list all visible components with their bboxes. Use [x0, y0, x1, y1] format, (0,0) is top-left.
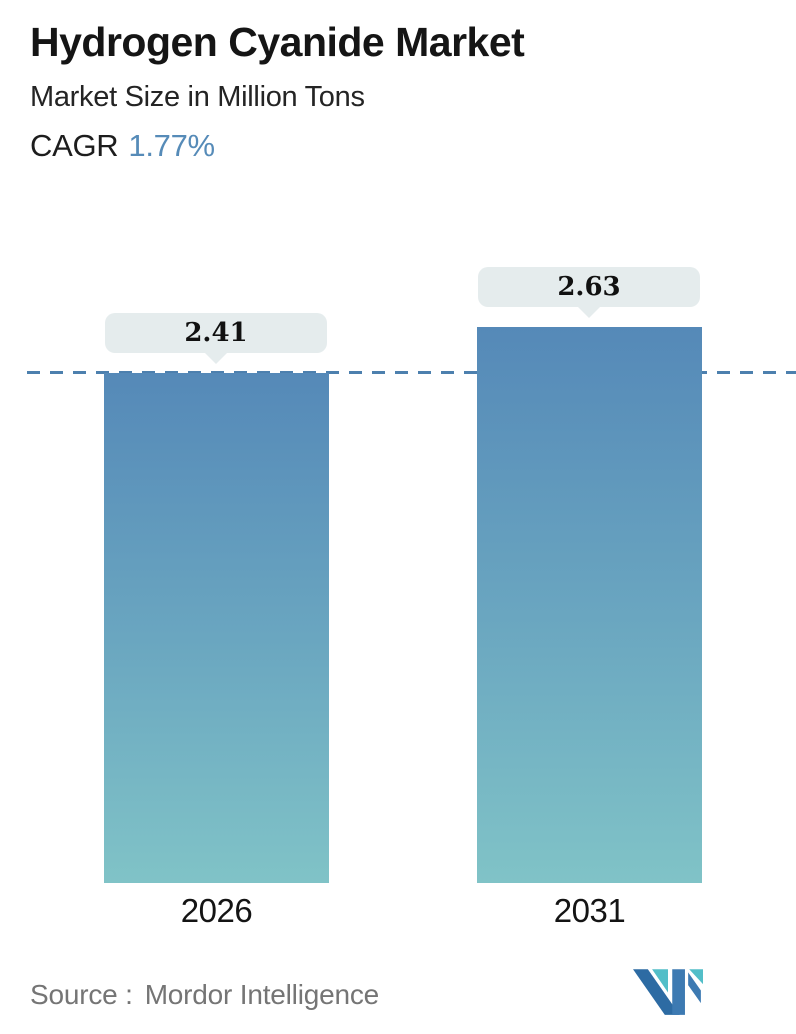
mordor-intelligence-logo-icon [633, 969, 703, 1015]
value-badge-2031: 2.63 [478, 267, 700, 318]
source-text: Source : Mordor Intelligence [30, 979, 379, 1011]
bar-2026 [104, 373, 329, 883]
page-title: Hydrogen Cyanide Market [30, 19, 525, 65]
cagr-label: CAGR [30, 128, 119, 164]
plot-area: 2.41 2.63 [0, 250, 796, 883]
reference-line [27, 371, 796, 374]
bar-2031 [477, 327, 702, 883]
chart-subtitle: Market Size in Million Tons [30, 81, 365, 114]
cagr-line: CAGR 1.77% [30, 128, 524, 164]
source-label: Source : [30, 979, 133, 1010]
x-axis-label-2031: 2031 [553, 892, 626, 929]
cagr-value: 1.77% [128, 128, 215, 164]
value-badge-2026: 2.41 [105, 313, 327, 364]
chart-header: Hydrogen Cyanide Market Market Size in M… [30, 19, 525, 164]
x-axis: 2026 2031 [0, 892, 796, 936]
x-axis-label-2026: 2026 [180, 892, 253, 929]
source-value: Mordor Intelligence [144, 979, 380, 1010]
